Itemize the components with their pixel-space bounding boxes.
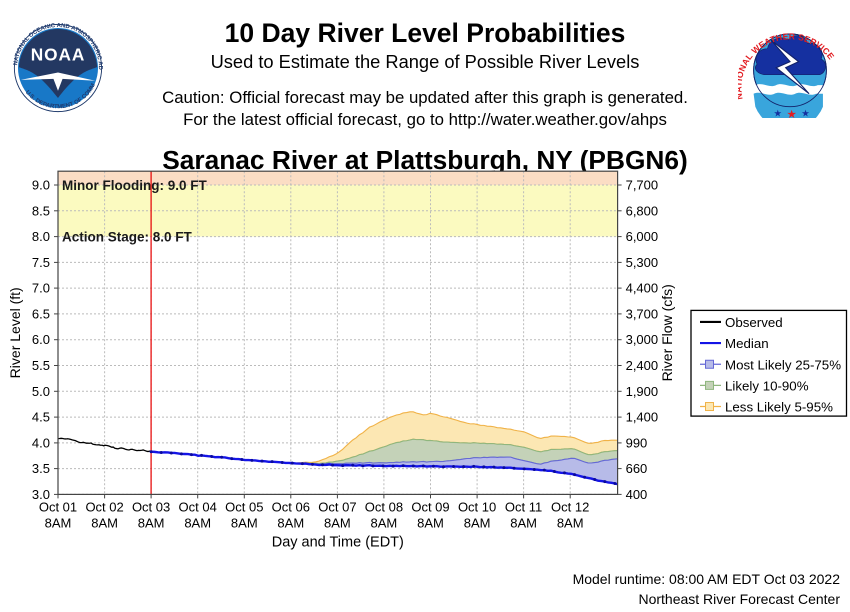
svg-text:Less Likely 5-95%: Less Likely 5-95% xyxy=(725,400,833,415)
svg-text:5.0: 5.0 xyxy=(32,384,50,399)
svg-text:River Flow (cfs): River Flow (cfs) xyxy=(659,284,675,381)
svg-text:Oct 12: Oct 12 xyxy=(551,499,589,514)
svg-text:Likely 10-90%: Likely 10-90% xyxy=(725,378,809,393)
svg-text:Oct 08: Oct 08 xyxy=(365,499,403,514)
svg-text:8AM: 8AM xyxy=(45,515,72,530)
svg-text:7.5: 7.5 xyxy=(32,255,50,270)
svg-text:6,000: 6,000 xyxy=(626,229,659,244)
svg-text:8AM: 8AM xyxy=(277,515,304,530)
svg-text:8AM: 8AM xyxy=(231,515,258,530)
svg-text:8AM: 8AM xyxy=(464,515,491,530)
svg-text:5,300: 5,300 xyxy=(626,255,659,270)
svg-text:Oct 09: Oct 09 xyxy=(411,499,449,514)
svg-text:8.0: 8.0 xyxy=(32,229,50,244)
svg-text:Day and Time (EDT): Day and Time (EDT) xyxy=(272,534,404,550)
svg-text:8AM: 8AM xyxy=(91,515,118,530)
svg-text:Oct 05: Oct 05 xyxy=(225,499,263,514)
svg-text:3.5: 3.5 xyxy=(32,461,50,476)
svg-text:Oct 01: Oct 01 xyxy=(39,499,77,514)
svg-text:7,700: 7,700 xyxy=(626,178,659,193)
svg-text:8AM: 8AM xyxy=(184,515,211,530)
svg-text:6.0: 6.0 xyxy=(32,332,50,347)
svg-text:4.0: 4.0 xyxy=(32,435,50,450)
svg-text:7.0: 7.0 xyxy=(32,281,50,296)
svg-text:8AM: 8AM xyxy=(138,515,165,530)
svg-text:8AM: 8AM xyxy=(557,515,584,530)
svg-text:990: 990 xyxy=(626,435,648,450)
svg-text:2,400: 2,400 xyxy=(626,358,659,373)
svg-text:1,400: 1,400 xyxy=(626,410,659,425)
svg-text:Observed: Observed xyxy=(725,315,783,330)
svg-text:3,700: 3,700 xyxy=(626,306,659,321)
svg-text:Minor Flooding: 9.0 FT: Minor Flooding: 9.0 FT xyxy=(62,178,207,193)
svg-text:660: 660 xyxy=(626,461,648,476)
svg-text:Oct 07: Oct 07 xyxy=(318,499,356,514)
svg-text:Median: Median xyxy=(725,336,769,351)
svg-text:Most Likely 25-75%: Most Likely 25-75% xyxy=(725,357,841,372)
svg-text:8AM: 8AM xyxy=(371,515,398,530)
svg-text:Oct 03: Oct 03 xyxy=(132,499,170,514)
svg-text:Oct 02: Oct 02 xyxy=(85,499,123,514)
svg-text:8AM: 8AM xyxy=(417,515,444,530)
svg-text:6,800: 6,800 xyxy=(626,203,659,218)
svg-text:Oct 11: Oct 11 xyxy=(505,499,542,514)
svg-text:Action Stage: 8.0 FT: Action Stage: 8.0 FT xyxy=(62,230,193,245)
svg-text:400: 400 xyxy=(626,487,648,502)
svg-text:Oct 06: Oct 06 xyxy=(272,499,310,514)
svg-text:8.5: 8.5 xyxy=(32,203,50,218)
svg-text:Oct 04: Oct 04 xyxy=(179,499,217,514)
svg-text:1,900: 1,900 xyxy=(626,384,659,399)
svg-text:8AM: 8AM xyxy=(324,515,351,530)
svg-text:4,400: 4,400 xyxy=(626,281,659,296)
svg-text:9.0: 9.0 xyxy=(32,178,50,193)
svg-text:River Level (ft): River Level (ft) xyxy=(7,287,23,378)
svg-text:3,000: 3,000 xyxy=(626,332,659,347)
svg-text:5.5: 5.5 xyxy=(32,358,50,373)
svg-text:4.5: 4.5 xyxy=(32,410,50,425)
svg-text:6.5: 6.5 xyxy=(32,306,50,321)
svg-text:8AM: 8AM xyxy=(510,515,537,530)
svg-text:Oct 10: Oct 10 xyxy=(458,499,496,514)
